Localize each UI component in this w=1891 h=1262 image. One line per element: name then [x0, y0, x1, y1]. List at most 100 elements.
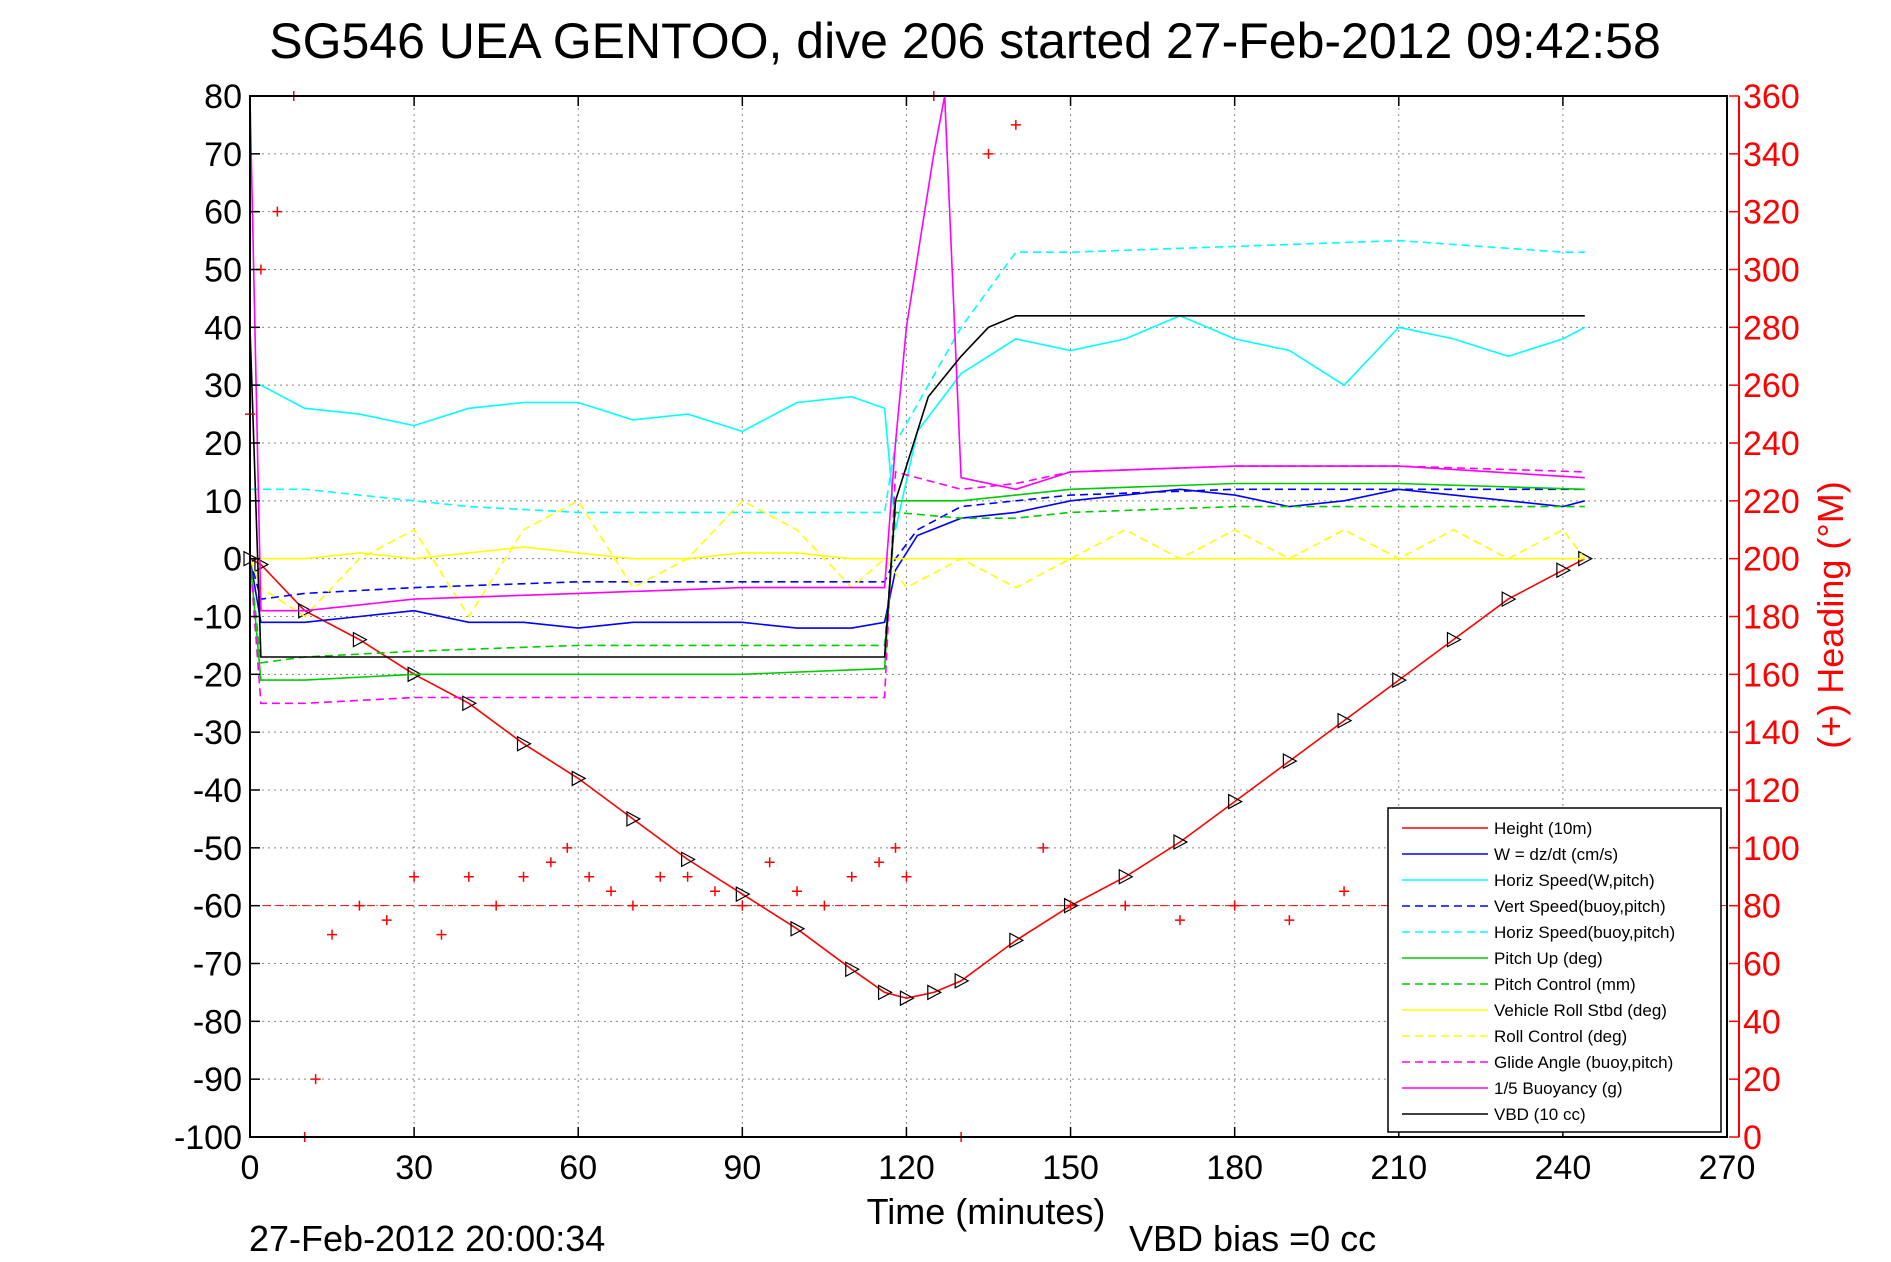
heading-point [846, 871, 857, 882]
legend-entry: Pitch Up (deg) [1494, 949, 1603, 968]
series-vehicle-roll-stbd-deg [250, 546, 1585, 560]
y-right-tick-label: 60 [1743, 946, 1781, 984]
x-tick-label: 150 [1042, 1149, 1099, 1187]
heading-point [545, 857, 556, 868]
y-tick-label: -20 [193, 656, 242, 694]
heading-point [1065, 900, 1076, 911]
heading-point [874, 857, 885, 868]
y-right-tick-label: 320 [1743, 194, 1800, 232]
y-right-tick-label: 80 [1743, 888, 1781, 926]
height-marker [1228, 793, 1243, 810]
heading-point [890, 842, 901, 853]
height-marker [845, 961, 861, 978]
height-marker [254, 556, 270, 573]
heading-point [737, 900, 748, 911]
series-pitch-control-mm [249, 505, 1585, 664]
heading-point [792, 886, 803, 897]
y-tick-label: -60 [193, 888, 242, 926]
legend-entry: Roll Control (deg) [1494, 1027, 1627, 1046]
heading-point [354, 900, 365, 911]
height-marker [571, 770, 587, 787]
heading-point [327, 929, 338, 940]
legend-entry: W = dz/dt (cm/s) [1494, 845, 1618, 864]
heading-point [983, 148, 994, 159]
legend-entry: Vehicle Roll Stbd (deg) [1494, 1001, 1667, 1020]
height-marker [954, 972, 970, 989]
y-right-tick-label: 120 [1743, 772, 1800, 810]
y-tick-label: 50 [204, 252, 242, 290]
height-marker [1009, 932, 1025, 949]
heading-point [655, 871, 666, 882]
height-marker [352, 631, 368, 648]
y-right-tick-label: 240 [1743, 425, 1800, 463]
y-right-tick-label: 200 [1743, 541, 1800, 579]
y-tick-label: 20 [204, 425, 242, 463]
y-tick-label: 10 [204, 483, 242, 521]
y-tick-label: -50 [193, 830, 242, 868]
height-marker [1337, 712, 1353, 729]
y-right-tick-label: 280 [1743, 309, 1800, 347]
heading-point [491, 900, 502, 911]
y-right-tick-label: 300 [1743, 252, 1800, 290]
heading-point [764, 857, 775, 868]
y-right-tick-label: 20 [1743, 1061, 1781, 1099]
x-tick-label: 0 [241, 1149, 260, 1187]
heading-point [310, 1074, 321, 1085]
heading-point [1038, 842, 1049, 853]
x-tick-label: 180 [1206, 1149, 1263, 1187]
y-tick-label: 70 [204, 136, 242, 174]
footer-timestamp: 27-Feb-2012 20:00:34 [249, 1218, 605, 1259]
heading-point [901, 871, 912, 882]
legend-entry: 1/5 Buoyancy (g) [1494, 1079, 1623, 1098]
legend: Height (10m) W = dz/dt (cm/s) Horiz Speed(… [1387, 807, 1722, 1133]
y-tick-label: -90 [193, 1061, 242, 1099]
heading-point [1120, 900, 1131, 911]
x-tick-label: 240 [1535, 1149, 1592, 1187]
heading-point [584, 871, 595, 882]
y-tick-label: -80 [193, 1003, 242, 1041]
y-tick-label: 30 [204, 367, 242, 405]
heading-point [272, 206, 283, 217]
heading-point [1010, 119, 1021, 130]
heading-point [436, 929, 447, 940]
legend-entry: Horiz Speed(W,pitch) [1494, 871, 1655, 890]
y-right-tick-label: 360 [1743, 78, 1800, 116]
x-tick-label: 210 [1370, 1149, 1427, 1187]
heading-point [1284, 915, 1295, 926]
legend-entry: Vert Speed(buoy,pitch) [1494, 897, 1666, 916]
heading-point [819, 900, 830, 911]
x-tick-label: 60 [559, 1149, 597, 1187]
legend-entry: Glide Angle (buoy,pitch) [1494, 1053, 1673, 1072]
height-marker [1556, 562, 1572, 579]
legend-entry: VBD (10 cc) [1494, 1105, 1586, 1124]
y-tick-label: 0 [223, 541, 242, 579]
x-tick-label: 120 [878, 1149, 935, 1187]
series-horiz-speed-w-pitch [250, 314, 1586, 530]
height-marker [1501, 591, 1517, 608]
y-right-tick-label: 220 [1743, 483, 1800, 521]
height-marker [462, 695, 478, 712]
height-marker [1392, 672, 1408, 689]
legend-entry: Pitch Control (mm) [1494, 975, 1636, 994]
heading-point [1174, 915, 1185, 926]
series-glide-angle-buoy-pitch [249, 465, 1585, 705]
y-right-tick-label: 160 [1743, 656, 1800, 694]
y-tick-label: 60 [204, 194, 242, 232]
height-marker [1446, 631, 1462, 648]
y-right-tick-label: 40 [1743, 1003, 1781, 1041]
height-marker [790, 920, 806, 937]
series-w-dz-dt-cm-s [249, 488, 1586, 629]
legend-entry: Horiz Speed(buoy,pitch) [1494, 923, 1675, 942]
heading-point [463, 871, 474, 882]
y-right-tick-label: 0 [1743, 1119, 1762, 1157]
chart-title: SG546 UEA GENTOO, dive 206 started 27-Fe… [269, 13, 1661, 69]
heading-point [518, 871, 529, 882]
height-marker [899, 990, 915, 1007]
heading-point [606, 886, 617, 897]
height-marker [1282, 753, 1298, 770]
y-right-tick-label: 100 [1743, 830, 1800, 868]
y-tick-label: -40 [193, 772, 242, 810]
heading-point [627, 900, 638, 911]
height-marker [681, 851, 696, 868]
